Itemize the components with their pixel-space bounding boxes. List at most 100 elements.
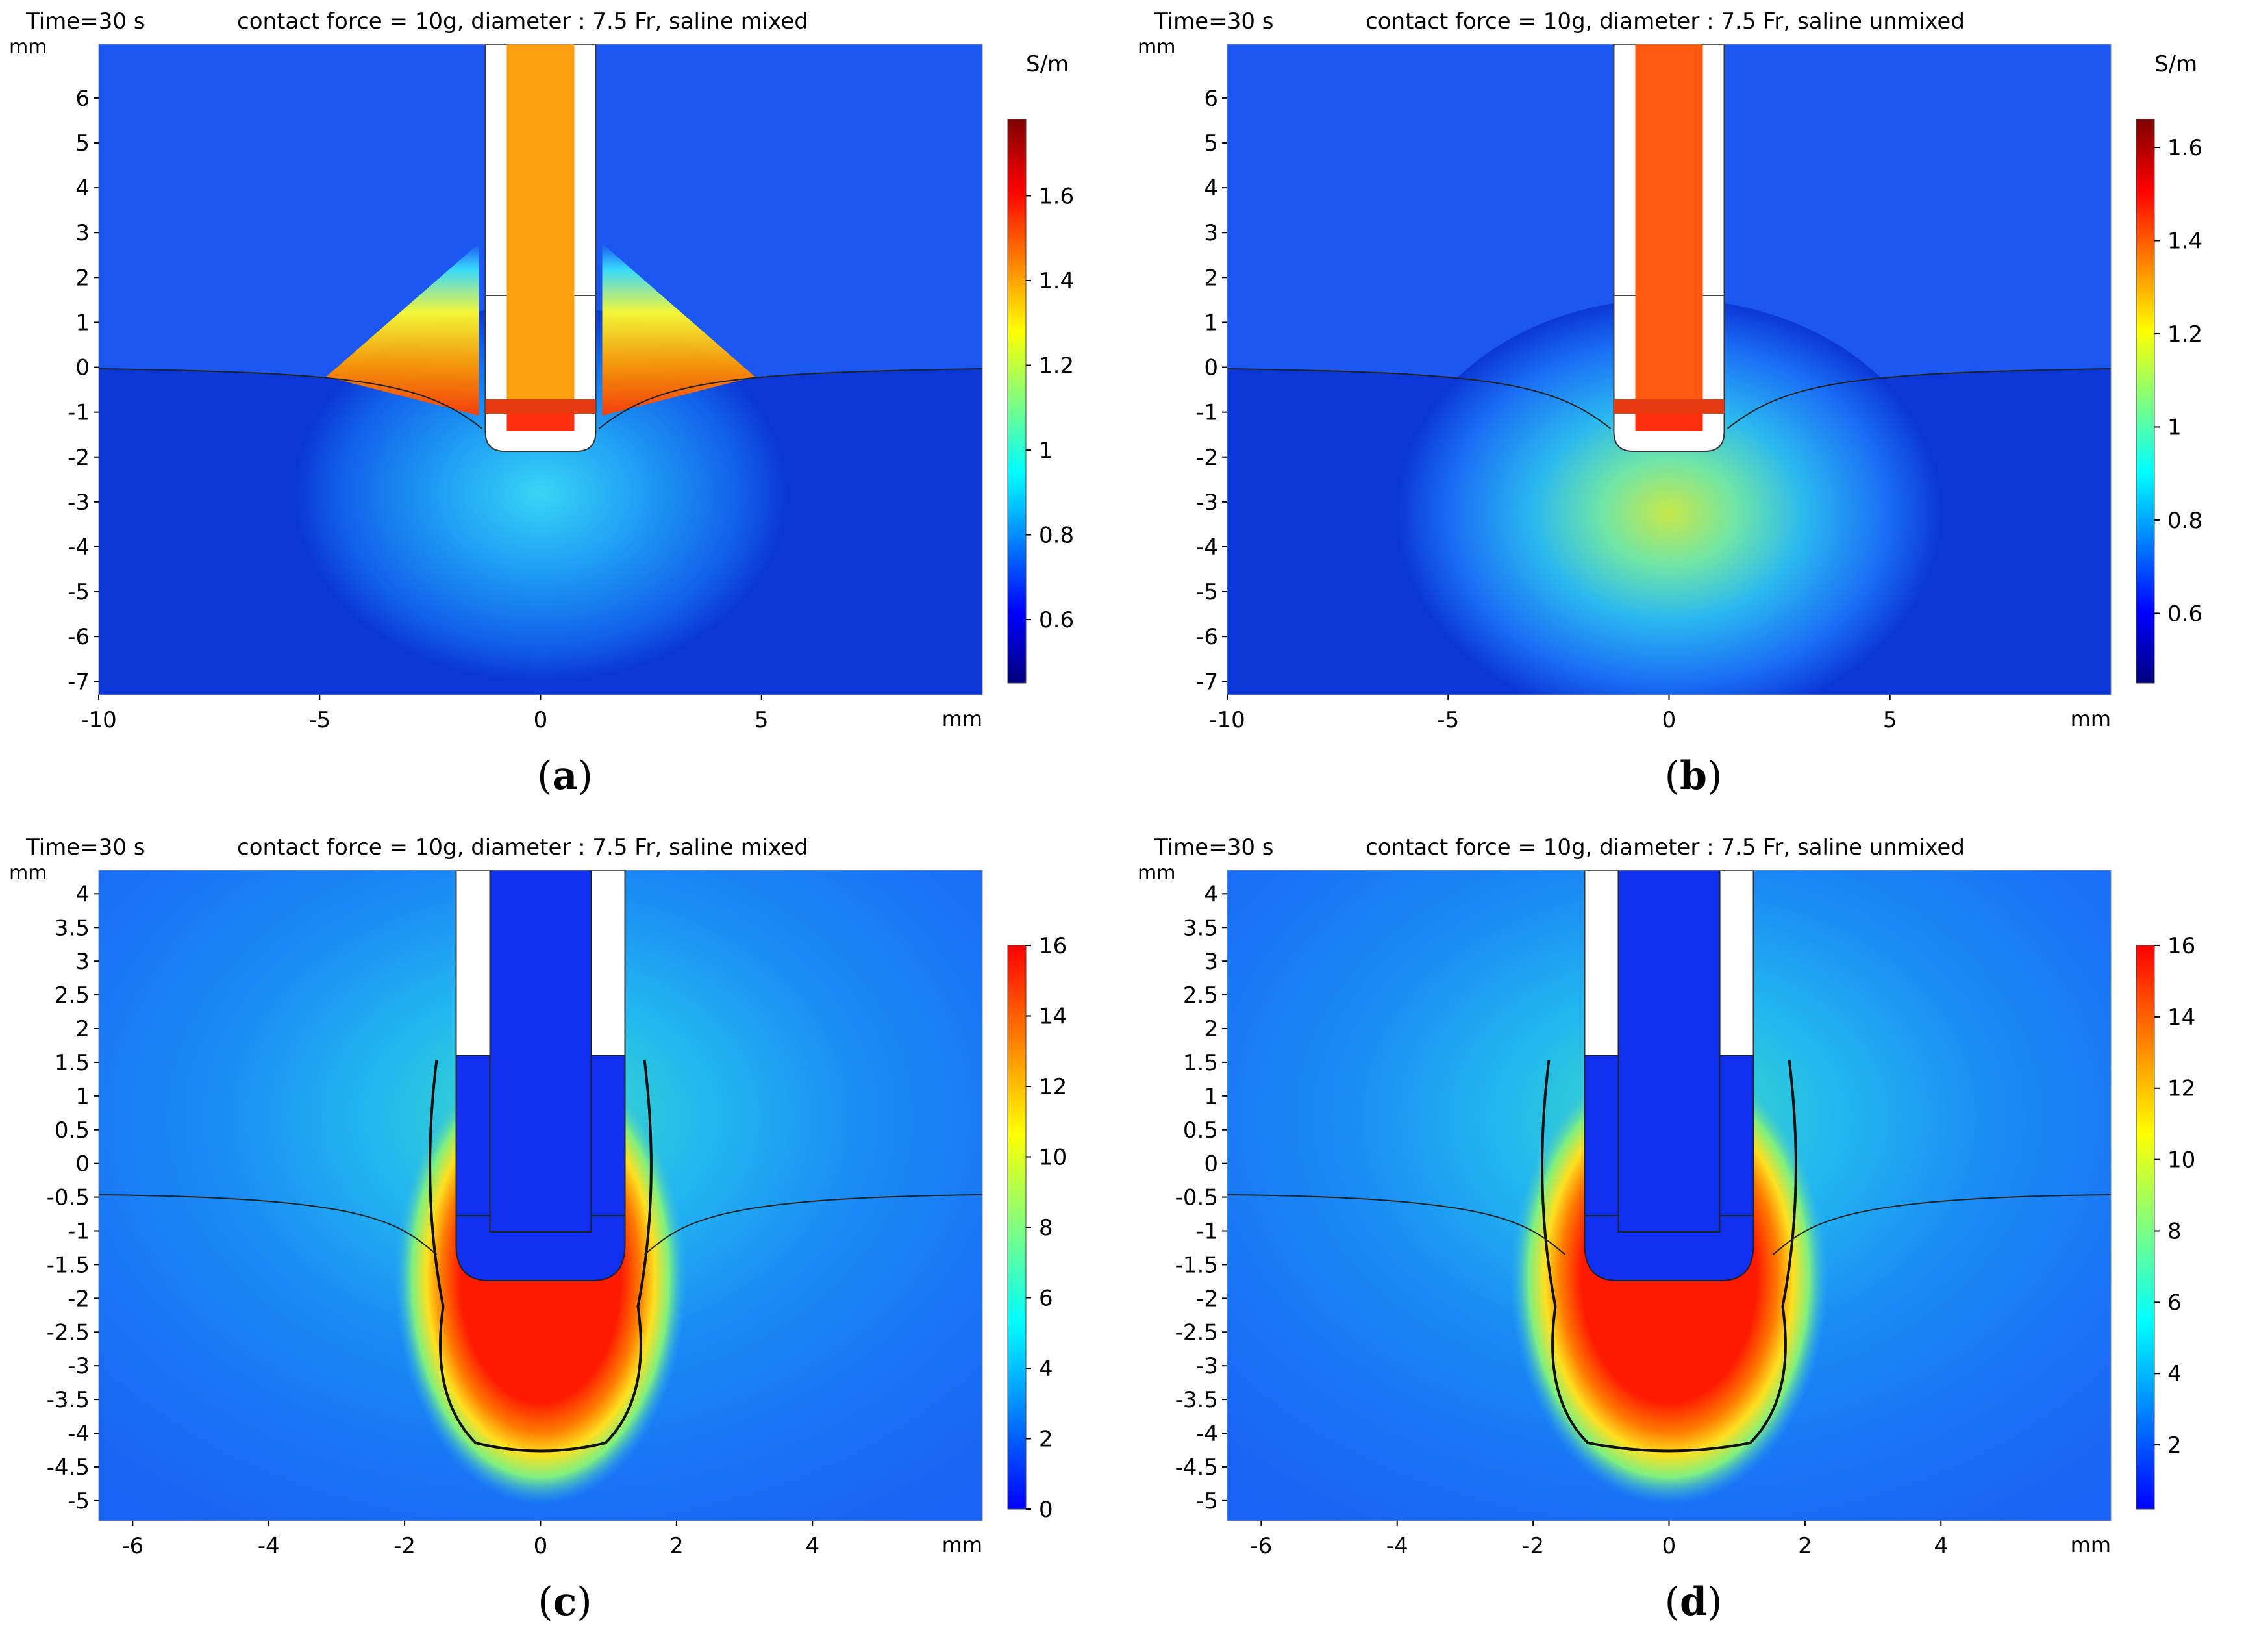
colorbar-tick-label: 0.8 bbox=[2167, 508, 2202, 534]
y-tick-label: -5 bbox=[1196, 579, 1218, 605]
plot-field-c bbox=[99, 870, 982, 1521]
y-tick-label: 4 bbox=[1204, 175, 1218, 201]
y-tick-label: -4 bbox=[68, 1421, 90, 1447]
colorbar-unit-label: S/m bbox=[2154, 51, 2197, 77]
colorbar-tick-label: 2 bbox=[1039, 1427, 1053, 1453]
y-tick-label: 1.5 bbox=[55, 1050, 90, 1076]
time-label: Time=30 s bbox=[25, 8, 145, 34]
y-tick-label: -7 bbox=[68, 669, 90, 695]
y-tick-label: 2 bbox=[75, 1016, 90, 1042]
y-tick-label: -7 bbox=[1196, 669, 1218, 695]
panel-b: Time=30 s contact force = 10g, diameter :… bbox=[1128, 0, 2257, 826]
y-tick-label: 4 bbox=[75, 881, 90, 907]
y-tick-label: 1 bbox=[75, 310, 90, 336]
y-tick-label: -5 bbox=[68, 579, 90, 605]
y-tick-label: 1.5 bbox=[1183, 1050, 1218, 1076]
y-tick-label: -5 bbox=[68, 1488, 90, 1514]
y-unit-label: mm bbox=[9, 36, 47, 58]
x-tick-label: 4 bbox=[1934, 1533, 1948, 1559]
y-tick-label: -1 bbox=[68, 400, 90, 426]
figure-c: Time=30 s contact force = 10g, diameter :… bbox=[9, 834, 1067, 1625]
x-unit-label: mm bbox=[2071, 1533, 2111, 1557]
x-tick-label: -4 bbox=[258, 1533, 280, 1559]
colorbar-tick-label: 4 bbox=[2167, 1361, 2182, 1387]
colorbar-tick-label: 16 bbox=[1039, 933, 1067, 959]
y-tick-label: 0 bbox=[1204, 355, 1218, 381]
colorbar-tick-label: 1.6 bbox=[2167, 135, 2202, 161]
y-tick-label: 2.5 bbox=[1183, 982, 1218, 1008]
heated-wing-right bbox=[602, 244, 755, 416]
tissue-surface-line bbox=[643, 1194, 982, 1255]
y-unit-label: mm bbox=[1138, 36, 1175, 58]
colorbar-tick-label: 2 bbox=[2167, 1433, 2182, 1458]
time-label: Time=30 s bbox=[25, 834, 145, 860]
y-unit-label: mm bbox=[1138, 862, 1175, 884]
y-tick-label: -6 bbox=[1196, 624, 1218, 650]
y-tick-label: 3 bbox=[1204, 949, 1218, 975]
colorbar-tick-label: 6 bbox=[1039, 1286, 1053, 1312]
y-tick-label: -3 bbox=[1196, 1353, 1218, 1379]
time-label: Time=30 s bbox=[1154, 834, 1273, 860]
x-tick-label: 5 bbox=[754, 707, 769, 733]
tissue-surface-line bbox=[1227, 1194, 1566, 1255]
y-tick-label: 6 bbox=[1204, 86, 1218, 112]
colorbar-tick-label: 14 bbox=[1039, 1004, 1067, 1030]
colorbar-tick-label: 0.6 bbox=[1039, 607, 1074, 633]
y-tick-label: 3 bbox=[1204, 220, 1218, 246]
y-tick-label: 4 bbox=[1204, 881, 1218, 907]
catheter-core bbox=[506, 44, 575, 427]
catheter-core bbox=[455, 870, 626, 1281]
y-tick-label: -1 bbox=[68, 1219, 90, 1245]
y-tick-label: -5 bbox=[1196, 1488, 1218, 1514]
colorbar-tick-label: 1.2 bbox=[2167, 321, 2202, 347]
electrode-ring bbox=[485, 399, 596, 414]
x-tick-label: 0 bbox=[534, 1533, 548, 1559]
y-tick-label: 1 bbox=[75, 1084, 90, 1110]
y-tick-label: 0 bbox=[75, 1151, 90, 1177]
catheter-core bbox=[1635, 44, 1703, 427]
figure-d: Time=30 s contact force = 10g, diameter :… bbox=[1138, 834, 2195, 1625]
time-label: Time=30 s bbox=[1154, 8, 1273, 34]
x-tick-label: 0 bbox=[534, 707, 548, 733]
y-tick-label: 2 bbox=[75, 265, 90, 291]
y-tick-label: -6 bbox=[68, 624, 90, 650]
panel-caption: (a) bbox=[537, 753, 593, 799]
panel-title: contact force = 10g, diameter : 7.5 Fr, … bbox=[237, 8, 808, 34]
y-tick-label: 1 bbox=[1204, 1084, 1218, 1110]
y-unit-label: mm bbox=[9, 862, 47, 884]
y-tick-label: 3 bbox=[75, 220, 90, 246]
x-tick-label: 0 bbox=[1662, 1533, 1677, 1559]
y-tick-label: 2 bbox=[1204, 265, 1218, 291]
heated-wing-left bbox=[326, 244, 479, 416]
y-tick-label: 4 bbox=[75, 175, 90, 201]
lesion-contour bbox=[1541, 1059, 1797, 1453]
y-tick-label: -2 bbox=[68, 1286, 90, 1312]
panel-d: Time=30 s contact force = 10g, diameter :… bbox=[1128, 826, 2257, 1652]
y-tick-label: -4 bbox=[68, 534, 90, 560]
colorbar-tick-label: 1.4 bbox=[1039, 268, 1074, 294]
colorbar-tick-label: 10 bbox=[2167, 1147, 2195, 1173]
x-tick-label: -4 bbox=[1386, 1533, 1408, 1559]
plot-field-b bbox=[1227, 44, 2111, 695]
panel-title: contact force = 10g, diameter : 7.5 Fr, … bbox=[237, 834, 808, 860]
colorbar-tick-label: 14 bbox=[2167, 1005, 2195, 1031]
y-tick-label: -2 bbox=[1196, 445, 1218, 471]
colorbar-unit-label: S/m bbox=[1026, 51, 1069, 77]
x-unit-label: mm bbox=[942, 707, 982, 731]
y-tick-label: 6 bbox=[75, 86, 90, 112]
y-tick-label: 0.5 bbox=[1183, 1118, 1218, 1144]
x-tick-label: -6 bbox=[121, 1533, 143, 1559]
tissue-surface-line bbox=[99, 1194, 438, 1255]
colorbar-tick-label: 1.6 bbox=[1039, 183, 1074, 209]
y-tick-label: 2.5 bbox=[55, 982, 90, 1008]
catheter-sheath-right bbox=[590, 870, 626, 1056]
x-tick-label: -2 bbox=[1522, 1533, 1544, 1559]
colorbar-tick-label: 6 bbox=[2167, 1290, 2182, 1316]
panel-caption: (b) bbox=[1665, 753, 1723, 799]
colorbar-tick-label: 8 bbox=[1039, 1215, 1053, 1241]
y-tick-label: -0.5 bbox=[1175, 1185, 1218, 1211]
y-tick-label: -1.5 bbox=[47, 1252, 90, 1278]
colorbar bbox=[2136, 119, 2155, 684]
colorbar-tick-label: 1.4 bbox=[2167, 229, 2202, 255]
electrode-tip bbox=[1635, 414, 1703, 431]
